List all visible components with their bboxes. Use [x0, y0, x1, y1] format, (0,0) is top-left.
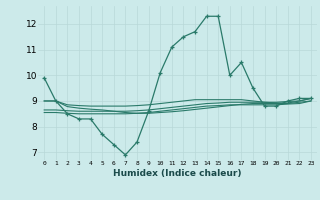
X-axis label: Humidex (Indice chaleur): Humidex (Indice chaleur): [113, 169, 242, 178]
